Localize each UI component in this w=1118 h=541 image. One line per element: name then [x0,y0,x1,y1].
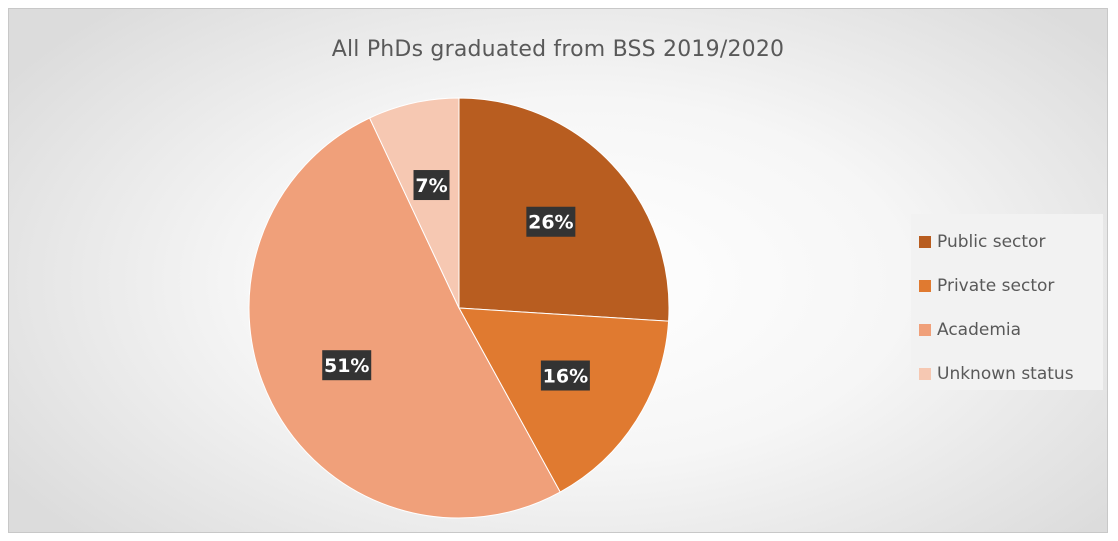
legend-item-academia: Academia [919,308,1103,352]
data-label-text: 7% [415,175,447,197]
legend-swatch [919,324,931,336]
chart-title: All PhDs graduated from BSS 2019/2020 [331,37,785,62]
pie-slice-academia [248,117,561,519]
legend-label: Unknown status [937,364,1074,384]
data-label-academia: 51% [322,350,372,381]
data-label-background [322,350,372,381]
legend-item-private-sector: Private sector [919,264,1103,308]
data-label-private-sector: 16% [540,360,590,391]
pie-slice-private-sector [458,307,670,493]
data-label-public-sector: 26% [526,206,576,237]
data-label-text: 26% [528,212,573,234]
legend-label: Private sector [937,276,1055,296]
data-label-text: 51% [324,355,369,377]
legend-item-unknown-status: Unknown status [919,352,1103,396]
chart-area: All PhDs graduated from BSS 2019/2020 26… [8,8,1108,533]
legend-swatch [919,280,931,292]
data-label-text: 16% [543,366,588,388]
data-label-background [413,170,450,201]
pie-slice-unknown-status [368,97,460,309]
legend-swatch [919,368,931,380]
pie-chart: 26% 16% 51% 7% [248,97,670,519]
data-label-background [540,360,590,391]
legend-item-public-sector: Public sector [919,220,1103,264]
legend-label: Academia [937,320,1022,340]
legend: Public sector Private sector Academia Unkno… [911,214,1103,390]
legend-swatch [919,236,931,248]
data-label-background [526,206,576,237]
legend-label: Public sector [937,232,1046,252]
data-label-unknown-status: 7% [413,170,450,201]
